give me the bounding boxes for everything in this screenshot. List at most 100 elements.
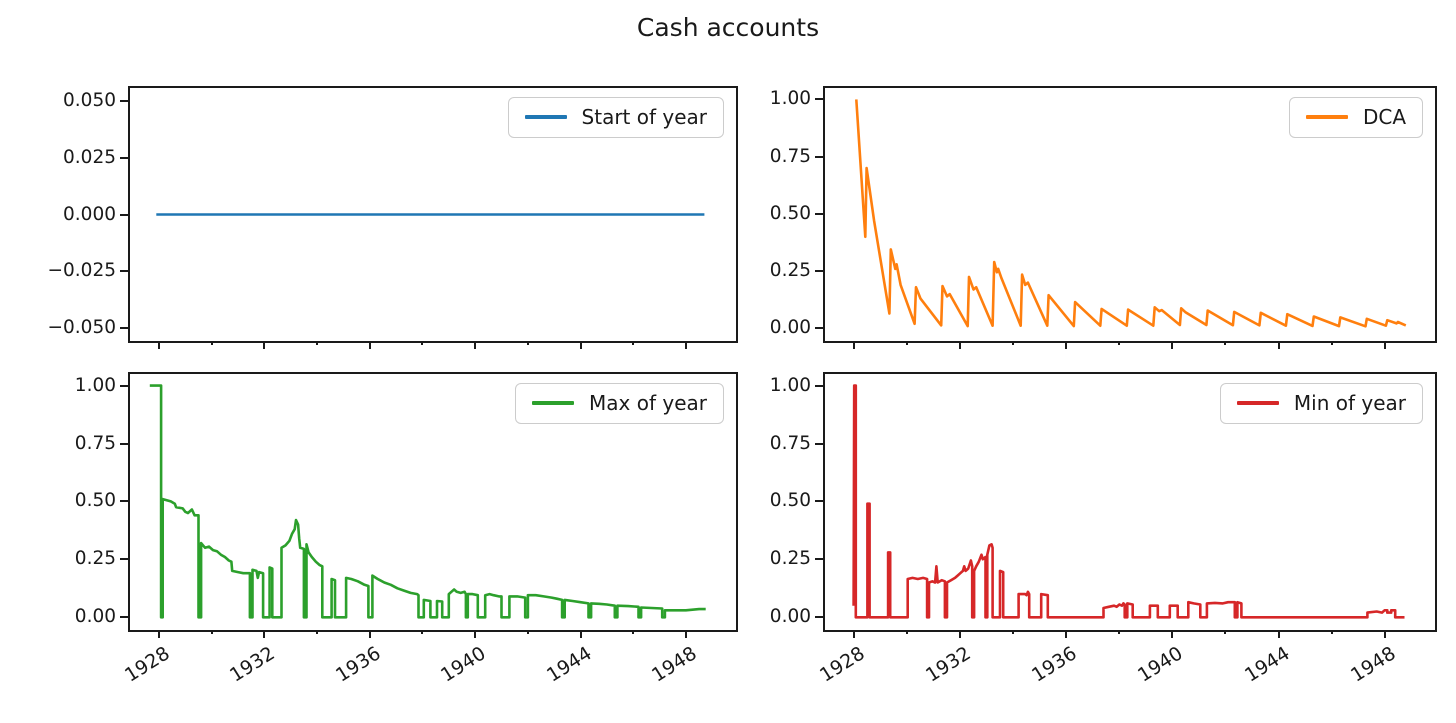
y-tick-mark [120, 326, 128, 329]
y-tick-label: 0.00 [74, 606, 116, 628]
x-tick-mark-major [853, 630, 856, 638]
x-tick-mark-major [1065, 341, 1068, 349]
y-tick-mark [815, 327, 823, 330]
legend-label: Start of year [581, 105, 707, 129]
x-tick-label: 1932 [922, 642, 975, 687]
x-tick-mark-major [684, 341, 687, 349]
y-tick-mark [120, 558, 128, 561]
x-tick-label: 1948 [1346, 642, 1400, 687]
y-tick-label: 0.50 [769, 490, 811, 512]
start-of-year-line-chart [156, 213, 705, 216]
x-tick-mark-major [579, 341, 582, 349]
y-tick-label: 1.00 [769, 88, 811, 110]
y-tick-label: −0.050 [47, 316, 116, 338]
legend-label: Min of year [1293, 391, 1406, 415]
dca-line-chart [855, 99, 1407, 328]
y-tick-mark [120, 500, 128, 503]
x-tick-mark-major [157, 630, 160, 638]
legend: DCA [1288, 97, 1423, 138]
x-tick-label: 1928 [816, 642, 869, 687]
y-tick-mark [815, 98, 823, 101]
y-tick-mark [120, 100, 128, 103]
x-tick-label: 1940 [1134, 642, 1188, 687]
x-tick-label: 1944 [1240, 642, 1294, 687]
x-tick-label: 1932 [226, 642, 279, 687]
x-tick-mark-major [1171, 341, 1174, 349]
x-tick-mark-minor [1012, 630, 1015, 634]
x-tick-mark-minor [526, 630, 529, 634]
y-tick-mark [120, 270, 128, 273]
x-tick-mark-minor [316, 341, 319, 345]
x-tick-mark-major [1171, 630, 1174, 638]
y-tick-label: 1.00 [74, 374, 116, 396]
x-tick-mark-major [263, 341, 266, 349]
legend-line-sample [532, 401, 575, 405]
y-tick-label: −0.025 [47, 260, 116, 282]
y-tick-label: 0.025 [63, 146, 116, 168]
legend-line-sample [524, 115, 567, 119]
x-tick-mark-minor [1330, 630, 1333, 634]
min-of-year-line-chart [852, 384, 1405, 619]
x-tick-mark-major [1277, 341, 1280, 349]
subplot-min-of-year: Min of year 1.00 0.75 0.50 0.25 0.00 1928 1932… [770, 372, 1437, 687]
y-tick-label: 0.000 [63, 203, 116, 225]
y-tick-mark [815, 500, 823, 503]
x-tick-label: 1928 [120, 642, 174, 687]
y-tick-mark [120, 156, 128, 159]
legend: Start of year [507, 97, 724, 138]
dca-line [855, 99, 1407, 328]
y-tick-label: 0.50 [769, 202, 811, 224]
x-tick-mark-minor [421, 341, 424, 345]
x-tick-mark-minor [210, 630, 213, 634]
x-tick-mark-minor [1224, 341, 1227, 345]
x-tick-mark-minor [1224, 630, 1227, 634]
max-of-year-line-chart [149, 384, 706, 619]
x-tick-mark-minor [1118, 630, 1121, 634]
x-tick-mark-minor [1118, 341, 1121, 345]
legend-line-sample [1236, 401, 1279, 405]
x-tick-mark-minor [906, 630, 909, 634]
y-tick-label: 0.75 [769, 432, 811, 454]
x-tick-mark-major [1383, 630, 1386, 638]
y-tick-label: 0.00 [769, 606, 811, 628]
x-tick-mark-minor [526, 341, 529, 345]
y-tick-mark [815, 558, 823, 561]
x-tick-mark-major [1383, 341, 1386, 349]
figure-title: Cash accounts [636, 13, 820, 42]
legend-line-sample [1305, 115, 1348, 119]
max-of-year-line [149, 384, 706, 619]
x-tick-mark-major [157, 341, 160, 349]
x-tick-label: 1940 [437, 642, 490, 687]
x-tick-mark-major [474, 341, 477, 349]
x-tick-mark-minor [1012, 341, 1015, 345]
x-tick-mark-major [1277, 630, 1280, 638]
y-tick-label: 0.25 [769, 548, 811, 570]
y-tick-mark [120, 384, 128, 387]
x-tick-label: 1936 [331, 642, 385, 687]
y-tick-mark [815, 384, 823, 387]
x-tick-mark-major [579, 630, 582, 638]
x-tick-mark-major [263, 630, 266, 638]
legend-label: Max of year [589, 391, 707, 415]
y-tick-mark [815, 155, 823, 158]
x-tick-mark-minor [906, 341, 909, 345]
y-tick-label: 1.00 [769, 374, 811, 396]
y-tick-mark [815, 270, 823, 273]
min-of-year-line [852, 384, 1405, 619]
x-tick-mark-minor [421, 630, 424, 634]
x-tick-mark-major [1065, 630, 1068, 638]
x-tick-mark-minor [316, 630, 319, 634]
subplot-dca: DCA 1.00 0.75 0.50 0.25 0.00 [770, 86, 1437, 349]
x-tick-mark-major [959, 341, 962, 349]
x-tick-label: 1936 [1028, 642, 1081, 687]
subplot-start-of-year: Start of year 0.050 0.025 0.000 −0.025 −0.05… [48, 86, 738, 349]
x-tick-mark-major [853, 341, 856, 349]
y-tick-mark [815, 212, 823, 215]
y-tick-label: 0.50 [74, 490, 116, 512]
y-tick-label: 0.25 [769, 260, 811, 282]
y-tick-mark [815, 616, 823, 619]
x-tick-mark-minor [1330, 341, 1333, 345]
x-tick-mark-major [474, 630, 477, 638]
x-tick-mark-minor [210, 341, 213, 345]
